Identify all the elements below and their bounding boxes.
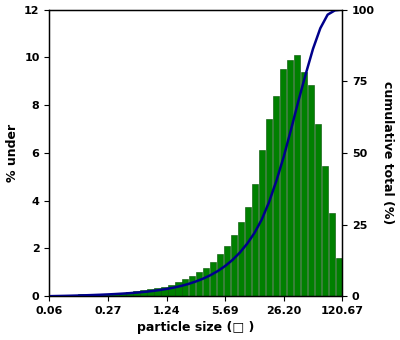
Bar — [203, 268, 210, 296]
Bar — [168, 285, 174, 296]
Bar — [315, 124, 321, 296]
Bar — [252, 184, 258, 296]
Bar — [280, 69, 286, 296]
Bar — [175, 282, 182, 296]
Bar — [50, 295, 56, 296]
Bar — [126, 292, 133, 296]
Bar — [84, 294, 91, 296]
Bar — [287, 60, 293, 296]
Bar — [154, 288, 160, 296]
Bar — [196, 272, 202, 296]
Bar — [231, 235, 237, 296]
Bar — [322, 166, 328, 296]
X-axis label: particle size (□ ): particle size (□ ) — [137, 321, 254, 335]
Bar — [224, 246, 230, 296]
Y-axis label: cumulative total (%): cumulative total (%) — [382, 81, 394, 224]
Bar — [78, 294, 84, 296]
Bar — [147, 289, 154, 296]
Bar — [259, 151, 265, 296]
Bar — [182, 279, 188, 296]
Bar — [140, 290, 147, 296]
Bar — [189, 276, 196, 296]
Bar — [301, 72, 307, 296]
Bar — [217, 254, 223, 296]
Bar — [266, 119, 272, 296]
Bar — [112, 293, 119, 296]
Bar — [336, 258, 342, 296]
Bar — [329, 212, 335, 296]
Bar — [294, 55, 300, 296]
Bar — [92, 294, 98, 296]
Bar — [210, 261, 216, 296]
Bar — [308, 85, 314, 296]
Bar — [64, 295, 70, 296]
Bar — [71, 295, 77, 296]
Y-axis label: % under: % under — [6, 124, 18, 182]
Bar — [133, 291, 140, 296]
Bar — [273, 96, 279, 296]
Bar — [238, 222, 244, 296]
Bar — [106, 293, 112, 296]
Bar — [120, 293, 126, 296]
Bar — [245, 207, 251, 296]
Bar — [161, 287, 168, 296]
Bar — [98, 294, 105, 296]
Bar — [57, 295, 63, 296]
